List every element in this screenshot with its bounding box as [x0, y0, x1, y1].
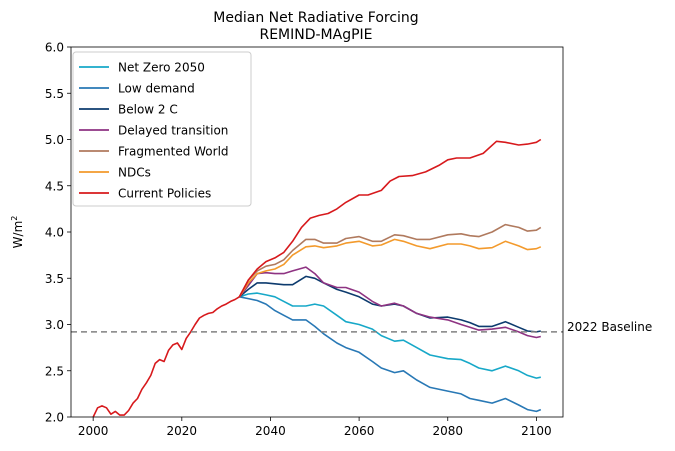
series-line-1 [239, 296, 542, 413]
legend-label-6: Current Policies [118, 187, 211, 201]
y-tick-label: 6.0 [45, 41, 64, 55]
x-tick-label: 2000 [78, 424, 109, 438]
history-line [92, 296, 240, 418]
legend-label-4: Fragmented World [118, 145, 229, 159]
legend-frame [72, 51, 252, 207]
series-line-0 [239, 292, 541, 379]
legend-label-1: Low demand [118, 82, 195, 96]
legend-label-0: Net Zero 2050 [118, 61, 205, 75]
series-line-3 [238, 266, 541, 339]
y-axis-label-base: W/m [11, 221, 25, 249]
legend-label-5: NDCs [118, 166, 151, 180]
y-tick-label: 4.5 [45, 179, 64, 193]
x-tick-label: 2020 [167, 424, 198, 438]
baseline-label: 2022 Baseline [567, 320, 652, 334]
legend: Net Zero 2050 Low demand Below 2 C Delayed … [72, 51, 252, 207]
legend-label-2: Below 2 C [118, 103, 178, 117]
y-tick-label: 5.5 [45, 87, 64, 101]
x-tick-label: 2040 [255, 424, 286, 438]
y-axis: 2.0 2.5 3.0 3.5 4.0 4.5 5.0 5.5 6.0 [45, 41, 71, 425]
chart-title: Median Net Radiative Forcing [213, 10, 418, 26]
y-tick-label: 3.0 [45, 318, 64, 332]
series-line-6 [238, 138, 542, 298]
chart-subtitle: REMIND-MAgPIE [259, 27, 372, 43]
x-axis: 2000 2020 2040 2060 2080 2100 [78, 417, 552, 438]
plot-frame [70, 46, 564, 418]
x-tick-label: 2060 [344, 424, 375, 438]
y-tick-label: 2.5 [45, 364, 64, 378]
plot-lines [92, 138, 542, 418]
y-axis-label-superscript: 2 [10, 216, 19, 221]
legend-label-3: Delayed transition [118, 124, 228, 138]
y-tick-label: 2.0 [45, 411, 64, 425]
x-tick-label: 2080 [432, 424, 463, 438]
series-line-4 [238, 223, 542, 298]
y-tick-label: 4.0 [45, 226, 64, 240]
y-tick-label: 3.5 [45, 272, 64, 286]
y-tick-label: 5.0 [45, 133, 64, 147]
y-axis-label: W/m2 [10, 216, 25, 249]
series-line-5 [238, 238, 542, 298]
x-tick-label: 2100 [521, 424, 552, 438]
